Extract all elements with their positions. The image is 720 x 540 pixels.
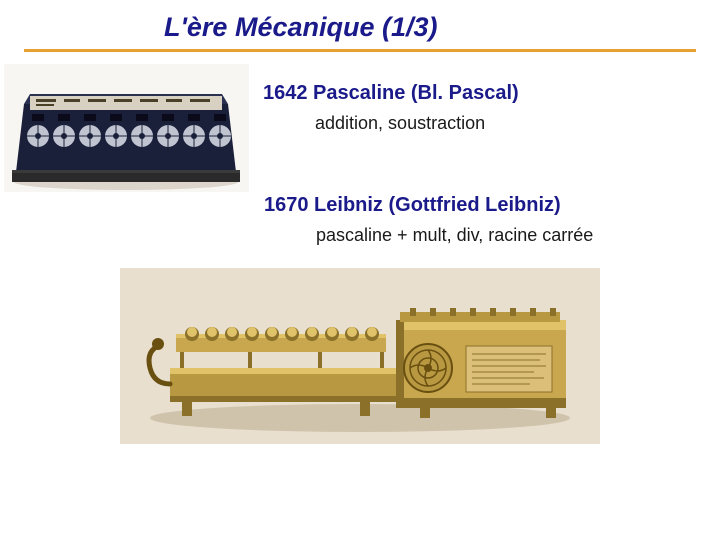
pascaline-illustration (4, 64, 249, 192)
entry2-heading: 1670 Leibniz (Gottfried Leibniz) (264, 194, 696, 217)
entry2-detail: pascaline + mult, div, racine carrée (264, 225, 696, 246)
leibniz-illustration (120, 268, 600, 444)
title-underline (24, 49, 696, 52)
entry1-heading: 1642 Pascaline (Bl. Pascal) (263, 82, 696, 105)
entry1-detail: addition, soustraction (263, 113, 696, 134)
slide-title: L'ère Mécanique (1/3) (24, 12, 696, 49)
